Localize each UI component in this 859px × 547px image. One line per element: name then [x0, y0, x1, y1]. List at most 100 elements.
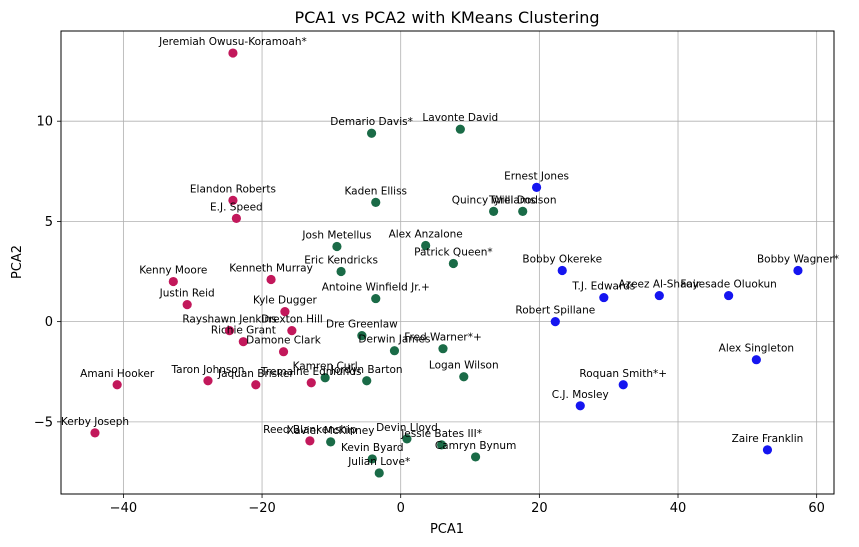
- data-point: [751, 355, 761, 365]
- point-label: Alex Singleton: [719, 343, 794, 355]
- point-label: Jessie Bates III*: [400, 428, 482, 440]
- data-point: [228, 48, 238, 58]
- point-label: Fred Warner*+: [404, 332, 482, 344]
- data-point: [371, 293, 381, 304]
- point-label: Elandon Roberts: [190, 183, 276, 195]
- data-point: [618, 380, 628, 390]
- x-tick-label: −20: [248, 501, 275, 516]
- point-label: C.J. Mosley: [552, 389, 609, 401]
- data-point: [421, 240, 431, 251]
- point-label: Xavier McKinney: [287, 425, 375, 437]
- point-label: Zaire Franklin: [732, 433, 804, 445]
- y-tick-label: 5: [45, 215, 53, 230]
- data-point: [489, 206, 499, 216]
- data-point: [228, 195, 238, 205]
- y-tick-label: 10: [36, 115, 53, 130]
- point-label: Richie Grant: [211, 325, 276, 337]
- data-point: [724, 290, 734, 301]
- data-point: [371, 197, 381, 207]
- data-point: [90, 428, 100, 438]
- point-label: Tremaine Edmunds: [260, 366, 361, 378]
- point-label: Lavonte David: [422, 112, 498, 124]
- data-point: [455, 124, 465, 134]
- point-label: Justin Reid: [159, 288, 215, 300]
- point-label: Julian Love*: [347, 456, 410, 468]
- data-point: [374, 468, 384, 478]
- data-point: [402, 434, 412, 444]
- x-tick-label: 0: [397, 501, 405, 516]
- data-point: [762, 445, 773, 455]
- data-point: [305, 436, 315, 446]
- data-point: [550, 317, 560, 327]
- point-label: Demario Davis*: [330, 116, 413, 128]
- data-point: [251, 380, 261, 390]
- x-tick-label: 60: [808, 501, 825, 516]
- point-label: Kamren Curl: [293, 361, 358, 373]
- point-label: Antoine Winfield Jr.+: [322, 282, 430, 294]
- data-point: [531, 182, 542, 192]
- point-label: Kaden Elliss: [344, 185, 407, 197]
- y-tick-label: 0: [45, 315, 53, 330]
- point-label: Reed Blankenship: [263, 424, 357, 436]
- data-point: [366, 128, 377, 138]
- point-label: Logan Wilson: [429, 360, 499, 372]
- data-point: [438, 344, 448, 354]
- point-label: Taron Johnson: [170, 364, 244, 376]
- data-point: [599, 292, 609, 303]
- data-point: [470, 452, 481, 462]
- point-label: Robert Spillane: [515, 305, 595, 317]
- y-axis-ticks: −5 0 5 10: [34, 115, 61, 430]
- data-point: [389, 346, 400, 356]
- point-label: Derwin James: [358, 334, 430, 346]
- x-tick-label: 20: [531, 501, 548, 516]
- point-label: Kevin Byard: [341, 442, 404, 454]
- data-point: [306, 378, 316, 388]
- point-label: Camryn Bynum: [435, 440, 516, 452]
- point-label: Damone Clark: [246, 335, 322, 347]
- data-point: [326, 437, 336, 447]
- point-label: Jeremiah Owusu-Koramoah*: [158, 36, 307, 48]
- data-point: [203, 376, 213, 386]
- point-label: Jaquan Brisker: [217, 368, 294, 380]
- point-label: Alex Anzalone: [389, 228, 463, 240]
- point-label: Bobby Okereke: [522, 254, 602, 266]
- y-tick-label: −5: [34, 415, 53, 430]
- data-point: [238, 337, 248, 347]
- point-label: Kyle Dugger: [253, 295, 318, 307]
- grid-lines: [61, 31, 834, 494]
- point-label: Eric Kendricks: [304, 255, 378, 267]
- data-points: [90, 48, 803, 478]
- data-point: [367, 454, 377, 464]
- data-point: [332, 241, 342, 252]
- data-point: [437, 440, 447, 450]
- point-label: Drexton Hill: [261, 314, 323, 326]
- point-label: E.J. Speed: [210, 201, 263, 213]
- data-point: [182, 299, 192, 310]
- point-label: Ernest Jones: [504, 170, 569, 182]
- point-label: T.J. Edwards: [571, 281, 635, 293]
- data-point: [336, 266, 346, 277]
- point-label: Kenneth Murray: [229, 263, 313, 275]
- data-point: [518, 206, 528, 216]
- chart-title: PCA1 vs PCA2 with KMeans Clustering: [294, 8, 599, 27]
- point-label: Foyesade Oluokun: [680, 279, 776, 291]
- data-point: [266, 274, 276, 285]
- point-label: Devin Lloyd: [376, 422, 438, 434]
- point-label: Quincy Williams: [452, 194, 536, 206]
- data-point: [448, 258, 458, 269]
- x-axis-label: PCA1: [430, 522, 464, 537]
- y-axis-label: PCA2: [10, 245, 25, 279]
- point-label: Roquan Smith*+: [579, 368, 667, 380]
- x-axis-ticks: −40 −20 0 20 40 60: [110, 494, 825, 516]
- point-label: Rayshawn Jenkins: [182, 314, 276, 326]
- data-point: [575, 401, 585, 411]
- plot-frame: [60, 30, 835, 495]
- x-tick-label: 40: [670, 501, 687, 516]
- point-label: Kenny Moore: [139, 265, 207, 277]
- data-point: [793, 265, 803, 276]
- data-point: [459, 372, 469, 382]
- point-label: Dre Greenlaw: [326, 319, 398, 331]
- data-point: [231, 213, 241, 224]
- data-point: [557, 265, 567, 276]
